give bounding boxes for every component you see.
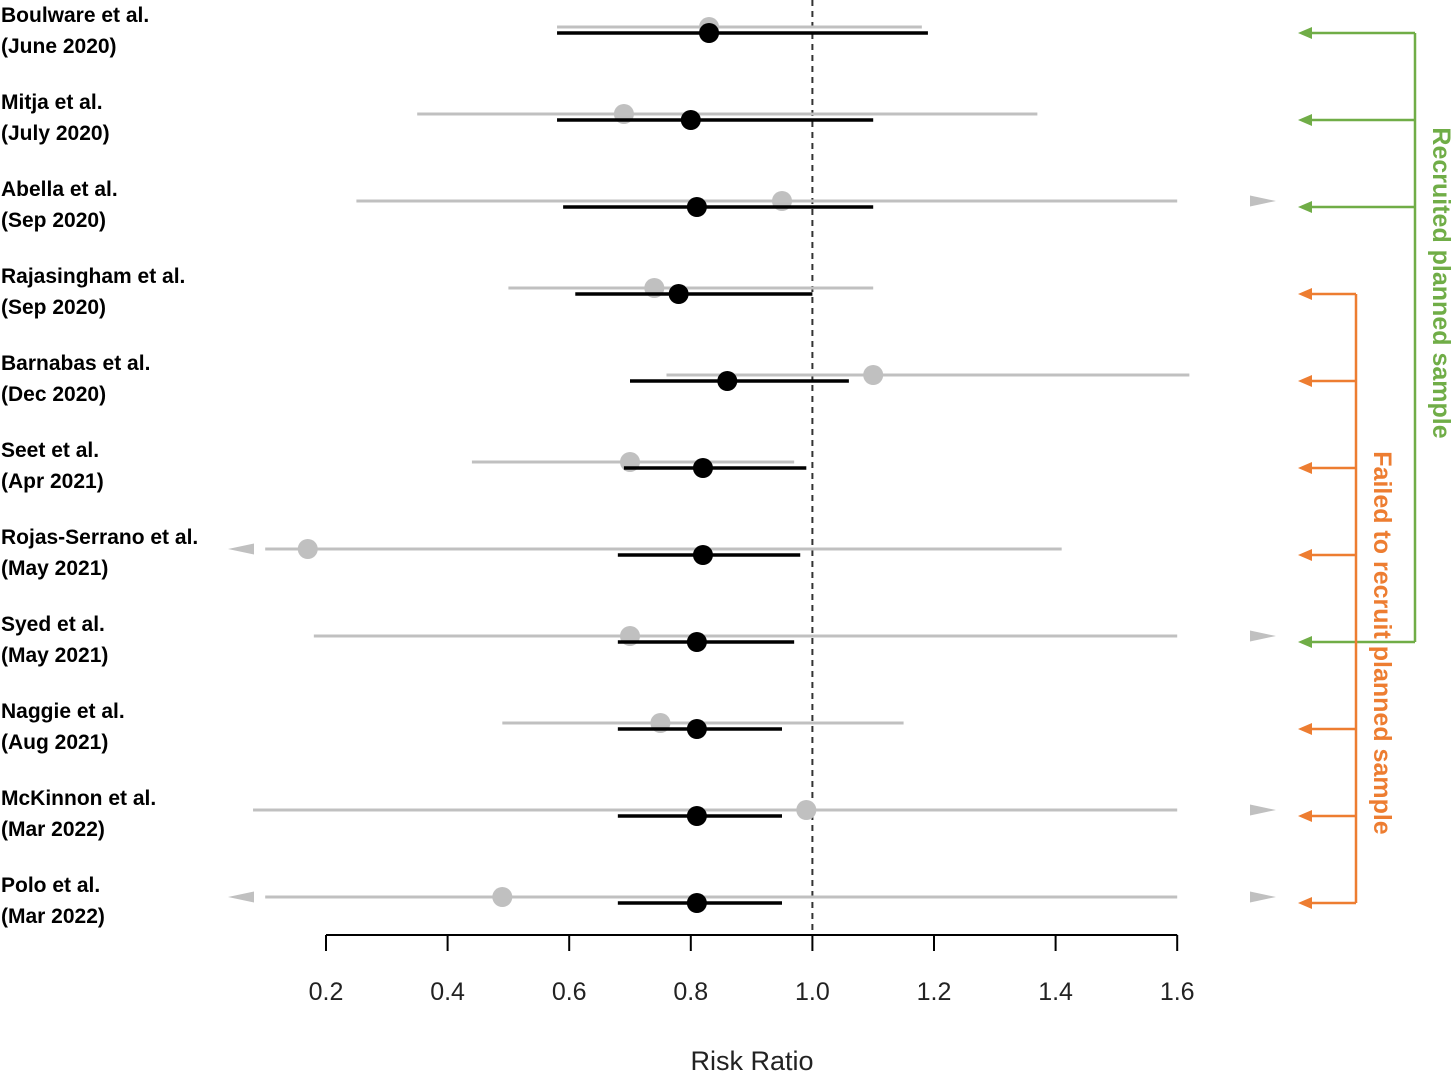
study-name-rojas-serrano-et-al: Rojas-Serrano et al. <box>1 526 198 549</box>
trial-arrow-right-polo-et-al <box>1250 891 1276 903</box>
x-tick-label-2: 0.6 <box>552 978 587 1006</box>
x-tick-label-0: 0.2 <box>309 978 344 1006</box>
study-name-boulware-et-al: Boulware et al. <box>1 4 149 27</box>
posterior-point-mitja-et-al <box>680 110 701 130</box>
posterior-point-rojas-serrano-et-al <box>692 545 713 565</box>
recruited-bracket-label: Recruited planned sample <box>1427 127 1455 438</box>
trial-arrow-right-syed-et-al <box>1250 630 1276 642</box>
study-date-polo-et-al: (Mar 2022) <box>1 905 105 928</box>
failed-bracket-arrowhead-6 <box>1298 897 1312 909</box>
x-tick-label-5: 1.2 <box>917 978 952 1006</box>
study-date-barnabas-et-al: (Dec 2020) <box>1 383 106 406</box>
trial-arrow-right-abella-et-al <box>1250 195 1276 207</box>
study-name-syed-et-al: Syed et al. <box>1 613 105 636</box>
study-date-mckinnon-et-al: (Mar 2022) <box>1 818 105 841</box>
posterior-point-boulware-et-al <box>699 23 720 43</box>
failed-bracket-arrowhead-2 <box>1298 462 1312 474</box>
study-date-rojas-serrano-et-al: (May 2021) <box>1 557 108 580</box>
posterior-point-abella-et-al <box>686 197 707 217</box>
failed-bracket-arrowhead-1 <box>1298 375 1312 387</box>
trial-arrow-left-rojas-serrano-et-al <box>228 543 254 555</box>
x-tick-label-3: 0.8 <box>673 978 708 1006</box>
study-date-boulware-et-al: (June 2020) <box>1 35 117 58</box>
study-name-naggie-et-al: Naggie et al. <box>1 700 125 723</box>
study-date-rajasingham-et-al: (Sep 2020) <box>1 296 106 319</box>
x-tick-label-6: 1.4 <box>1038 978 1073 1006</box>
study-date-mitja-et-al: (July 2020) <box>1 122 110 145</box>
posterior-point-seet-et-al <box>692 458 713 478</box>
posterior-point-barnabas-et-al <box>717 371 738 391</box>
study-name-abella-et-al: Abella et al. <box>1 178 118 201</box>
posterior-point-syed-et-al <box>686 632 707 652</box>
study-name-barnabas-et-al: Barnabas et al. <box>1 352 150 375</box>
study-name-mckinnon-et-al: McKinnon et al. <box>1 787 156 810</box>
failed-bracket-arrowhead-0 <box>1298 288 1312 300</box>
posterior-point-polo-et-al <box>686 893 707 913</box>
study-date-abella-et-al: (Sep 2020) <box>1 209 106 232</box>
failed-bracket-label: Failed to recruit planned sample <box>1368 451 1396 835</box>
failed-bracket-arrowhead-3 <box>1298 549 1312 561</box>
x-axis: 0.2 0.4 0.6 0.8 1.0 1.2 1.4 1.6 <box>309 934 1195 1006</box>
study-name-seet-et-al: Seet et al. <box>1 439 99 462</box>
study-date-seet-et-al: (Apr 2021) <box>1 470 104 493</box>
group-brackets <box>1298 27 1417 909</box>
posterior-point-rajasingham-et-al <box>668 284 689 304</box>
failed-bracket-arrowhead-4 <box>1298 723 1312 735</box>
study-date-naggie-et-al: (Aug 2021) <box>1 731 108 754</box>
x-axis-title: Risk Ratio <box>690 1046 813 1074</box>
trial-estimates-layer <box>228 17 1276 907</box>
recruited-bracket-arrowhead-0 <box>1298 27 1312 39</box>
recruited-bracket-arrowhead-3 <box>1298 636 1312 648</box>
posterior-estimates-layer <box>557 23 928 913</box>
recruited-bracket-arrowhead-2 <box>1298 201 1312 213</box>
failed-bracket-arrowhead-5 <box>1298 810 1312 822</box>
trial-point-mckinnon-et-al <box>796 800 817 820</box>
trial-point-barnabas-et-al <box>863 365 884 385</box>
study-labels-layer: Boulware et al. (June 2020) Mitja et al. (J… <box>1 4 198 928</box>
study-name-polo-et-al: Polo et al. <box>1 874 100 897</box>
trial-point-rojas-serrano-et-al <box>297 539 318 559</box>
x-tick-label-4: 1.0 <box>795 978 830 1006</box>
trial-arrow-right-mckinnon-et-al <box>1250 804 1276 816</box>
trial-arrow-left-polo-et-al <box>228 891 254 903</box>
study-name-mitja-et-al: Mitja et al. <box>1 91 103 114</box>
x-tick-label-7: 1.6 <box>1160 978 1195 1006</box>
study-date-syed-et-al: (May 2021) <box>1 644 108 667</box>
posterior-point-mckinnon-et-al <box>686 806 707 826</box>
study-name-rajasingham-et-al: Rajasingham et al. <box>1 265 185 288</box>
trial-point-polo-et-al <box>492 887 513 907</box>
recruited-bracket-arrowhead-1 <box>1298 114 1312 126</box>
x-tick-label-1: 0.4 <box>430 978 465 1006</box>
posterior-point-naggie-et-al <box>686 719 707 739</box>
